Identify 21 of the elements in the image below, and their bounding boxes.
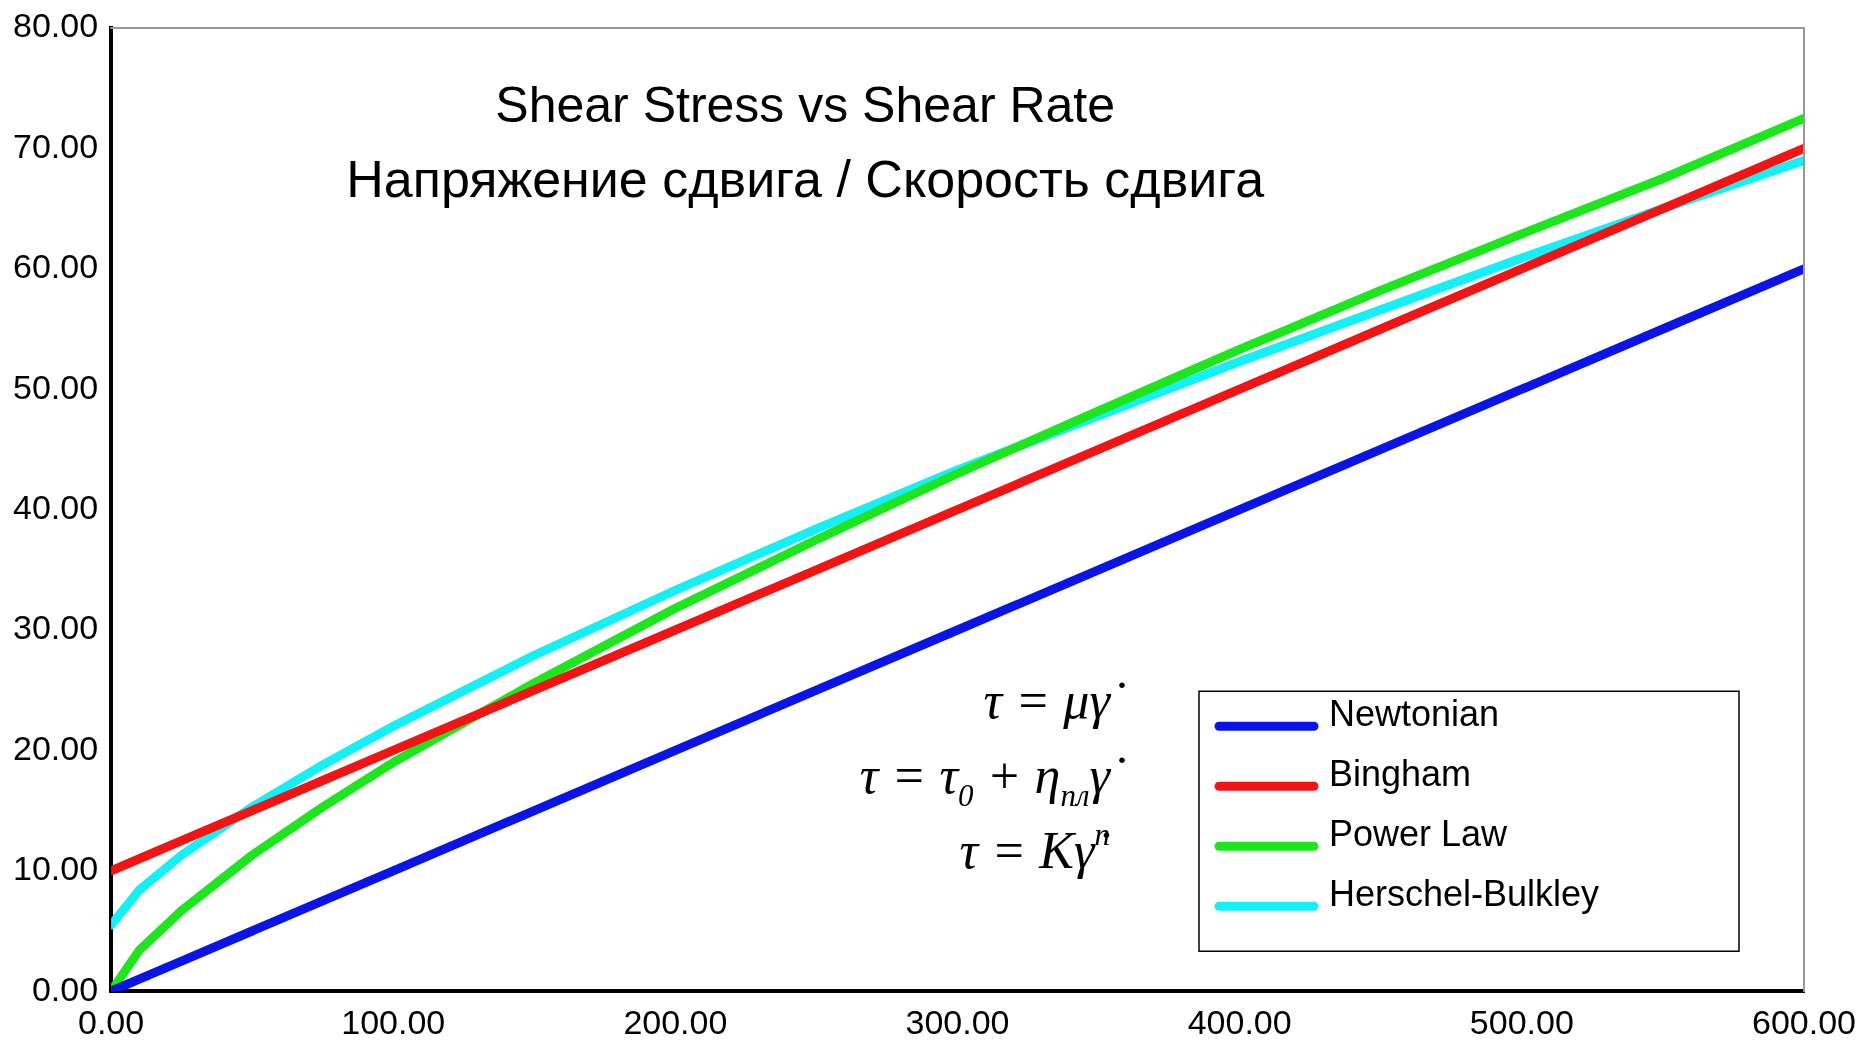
legend-label: Herschel-Bulkley bbox=[1329, 873, 1600, 915]
legend-label: Power Law bbox=[1329, 813, 1509, 855]
y-tick-label: 40.00 bbox=[12, 487, 99, 526]
legend-label: Newtonian bbox=[1329, 693, 1500, 735]
x-tick-label: 400.00 bbox=[1187, 1002, 1292, 1041]
x-tick-label: 600.00 bbox=[1752, 1002, 1856, 1041]
text: Shear Stress vs Shear Rate bbox=[495, 76, 1116, 133]
y-tick-label: 50.00 bbox=[12, 367, 99, 406]
y-tick-label: 10.00 bbox=[12, 849, 99, 888]
y-tick-label: 60.00 bbox=[12, 247, 99, 286]
x-tick-label: 100.00 bbox=[341, 1002, 446, 1041]
legend-label: Bingham bbox=[1329, 753, 1472, 795]
annotation: τ = μγ̇ bbox=[983, 672, 1125, 729]
y-tick-label: 30.00 bbox=[12, 608, 99, 647]
y-tick-label: 70.00 bbox=[12, 126, 99, 165]
x-tick-label: 200.00 bbox=[623, 1002, 728, 1041]
y-tick-label: 20.00 bbox=[12, 728, 99, 767]
text: Напряжение сдвига / Скорость сдвига bbox=[346, 150, 1265, 209]
y-tick-label: 80.00 bbox=[12, 6, 99, 45]
x-tick-label: 300.00 bbox=[905, 1002, 1010, 1041]
x-tick-label: 500.00 bbox=[1469, 1002, 1574, 1041]
